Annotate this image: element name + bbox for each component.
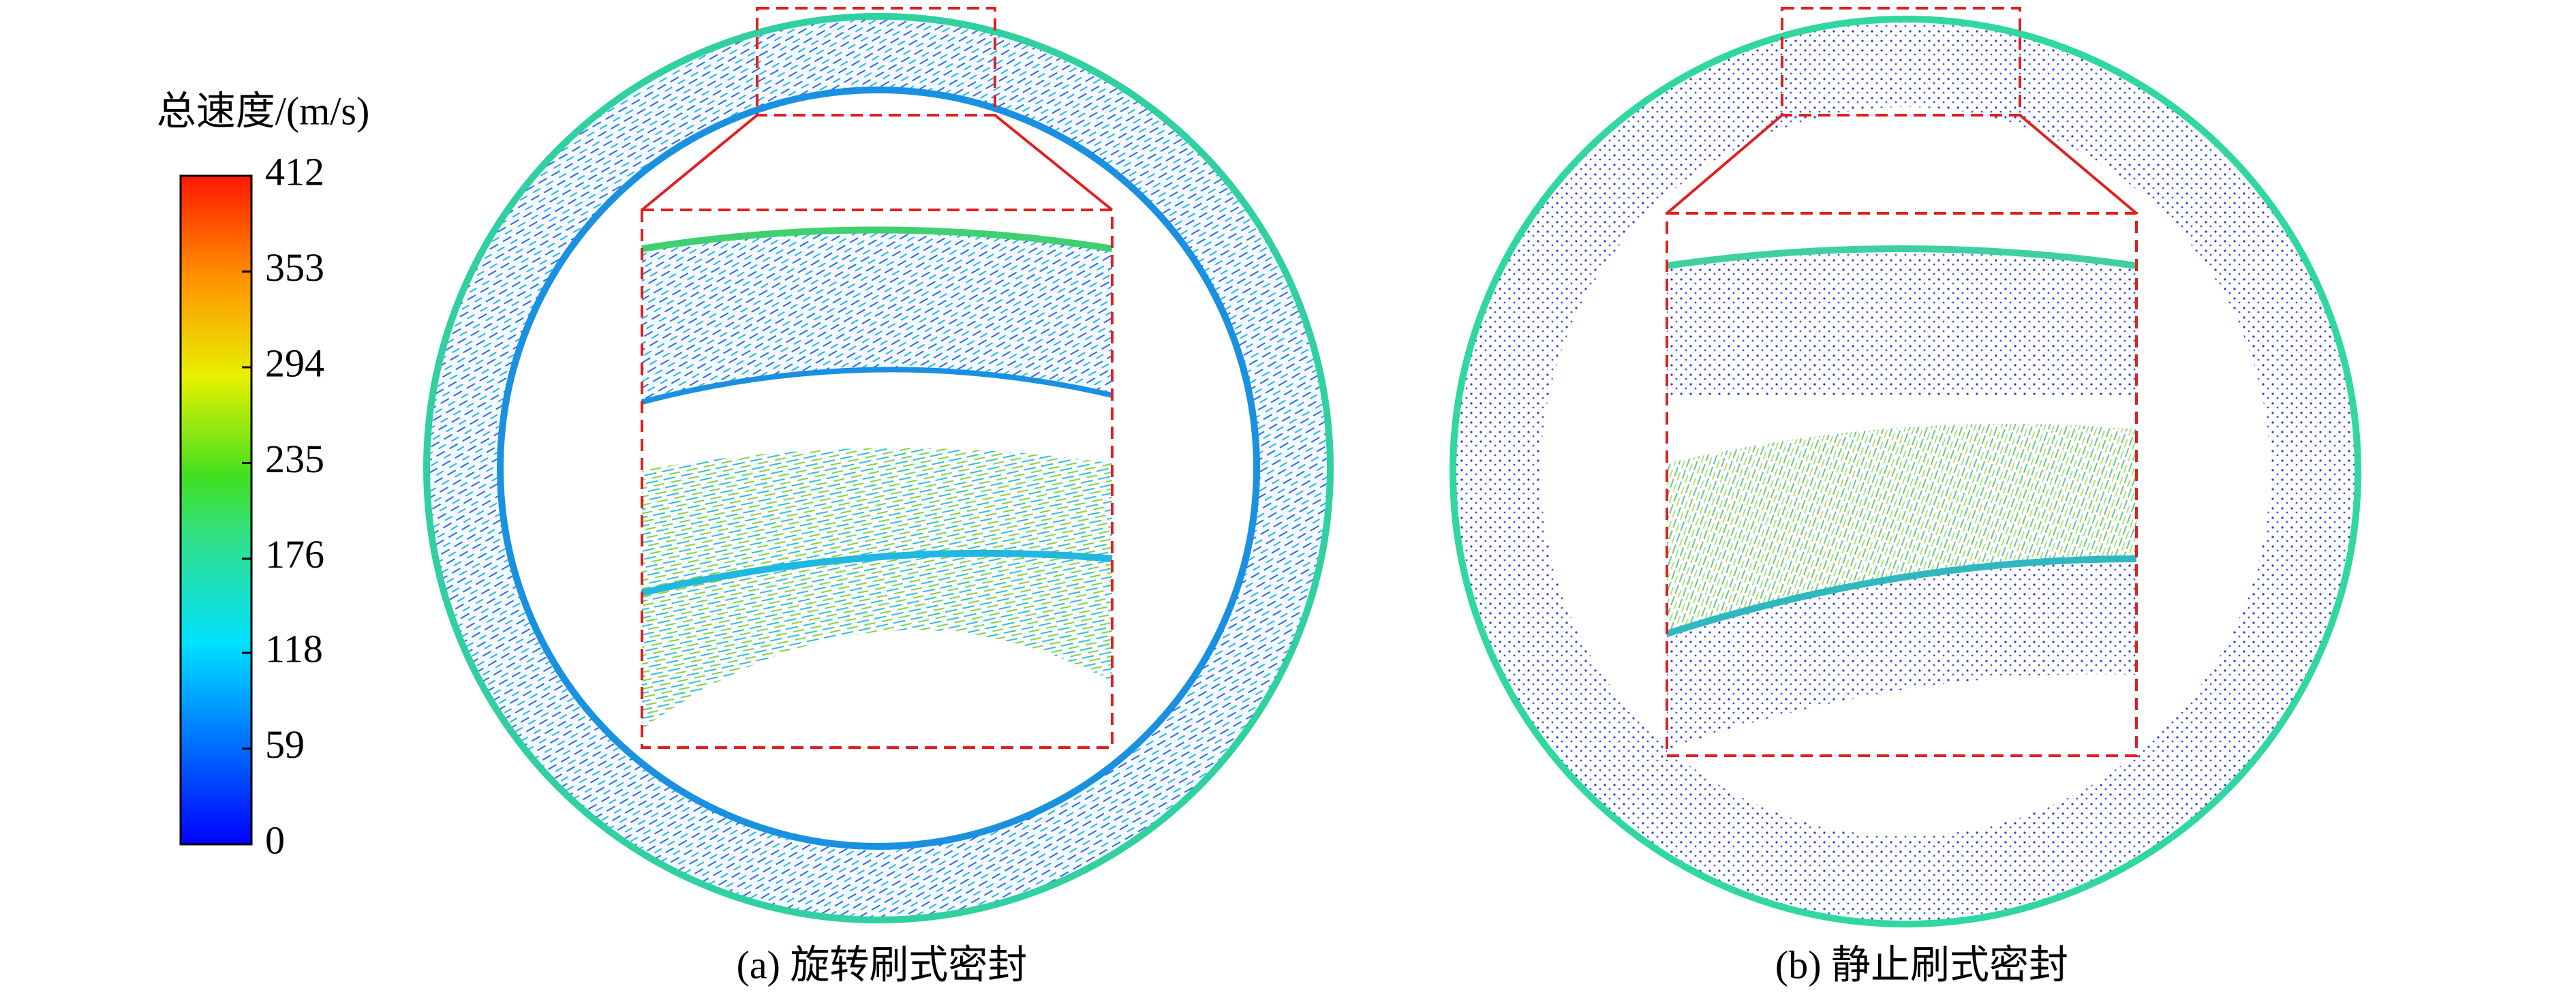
inset-edge — [641, 226, 1113, 252]
inset-field — [642, 448, 1112, 729]
inset-edge — [1666, 555, 2137, 637]
zoom-box — [756, 7, 996, 117]
ring-field — [427, 16, 1330, 920]
outer-edge — [1450, 16, 2361, 927]
inset-field — [1667, 423, 2136, 634]
inner-edge — [497, 87, 1260, 850]
colorbar-tick-label: 0 — [265, 818, 285, 862]
colorbar-tick-label: 294 — [265, 341, 324, 385]
colorbar-ticks: 0 59 118 176 235 294 353 412 — [242, 149, 324, 862]
colorbar-tick-label: 235 — [265, 437, 324, 481]
inset-field — [1667, 249, 2136, 395]
colorbar-title: 总速度/(m/s) — [157, 89, 370, 133]
inset-edge — [641, 367, 1113, 405]
zoom-line — [641, 114, 758, 211]
inset-edge — [641, 549, 1113, 596]
zoom-line — [2019, 114, 2138, 215]
inset-frame — [641, 209, 1114, 749]
inset-field — [1667, 559, 2136, 750]
zoom-box — [1781, 7, 2021, 117]
colorbar-tick-label: 118 — [265, 626, 323, 671]
colorbar-tick-label: 176 — [265, 532, 324, 577]
colorbar-tick-label: 353 — [265, 245, 324, 290]
caption: (b) 静止刷式密封 — [1775, 942, 2068, 987]
colorbar — [179, 174, 253, 846]
zoom-line — [1666, 114, 1783, 215]
colorbar-tick-label: 412 — [265, 149, 324, 194]
inset-field — [642, 230, 1112, 402]
inset-edge — [1666, 245, 2137, 269]
colorbar-tick-label: 59 — [265, 722, 305, 767]
zoom-line — [994, 114, 1114, 211]
caption: (a) 旋转刷式密封 — [737, 942, 1028, 987]
ring-field — [1452, 18, 2359, 925]
panel-b: (b) 静止刷式密封 — [1450, 7, 2361, 987]
outer-edge — [423, 13, 1334, 923]
inset-frame — [1666, 212, 2138, 757]
panel-a: (a) 旋转刷式密封 — [423, 7, 1334, 987]
